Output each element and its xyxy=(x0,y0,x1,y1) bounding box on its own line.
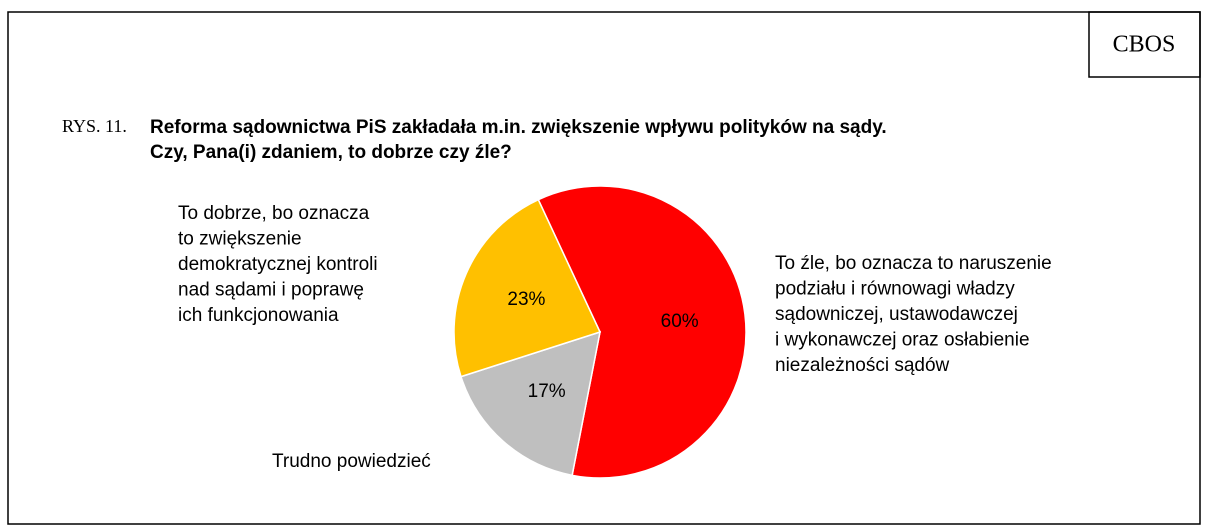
category-label: To dobrze, bo oznacza xyxy=(178,203,370,224)
category-label: nad sądami i poprawę xyxy=(178,280,364,301)
value-label: 23% xyxy=(507,289,545,310)
category-label: Trudno powiedzieć xyxy=(272,451,431,472)
pie-slice xyxy=(537,185,747,479)
category-label: demokratycznej kontroli xyxy=(178,254,378,275)
chart-title: Reforma sądownictwa PiS zakładała m.in. … xyxy=(150,117,887,138)
frame xyxy=(7,11,1201,525)
value-label: 17% xyxy=(528,381,566,402)
chart-title: Czy, Pana(i) zdaniem, to dobrze czy źle? xyxy=(150,142,512,163)
category-label: podziału i równowagi władzy xyxy=(775,279,1015,300)
category-label: i wykonawczej oraz osłabienie xyxy=(775,330,1030,351)
category-label: sądowniczej, ustawodawczej xyxy=(775,304,1018,325)
pie-slice xyxy=(460,330,601,477)
category-label: niezależności sądów xyxy=(775,355,950,376)
category-label: To źle, bo oznacza to naruszenie xyxy=(775,253,1052,274)
source: CBOS xyxy=(1113,32,1176,58)
pie-slice xyxy=(453,198,602,378)
figure-label: RYS. 11. xyxy=(62,116,127,136)
category-label: to zwiększenie xyxy=(178,229,302,250)
value-label: 60% xyxy=(661,311,699,332)
source-box xyxy=(1088,11,1201,78)
category-label: ich funkcjonowania xyxy=(178,305,339,326)
